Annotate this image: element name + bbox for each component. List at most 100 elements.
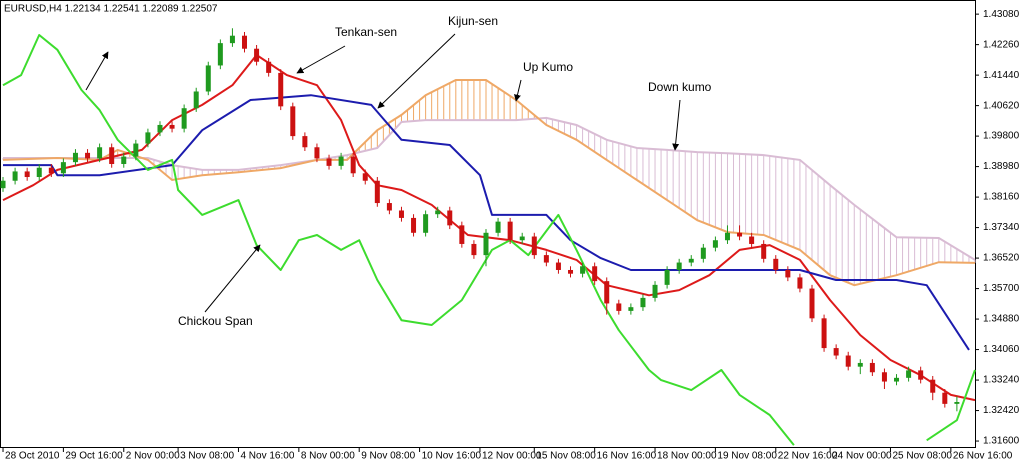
candle-body — [12, 171, 18, 181]
x-tick-label: 26 Nov 16:00 — [953, 451, 1013, 462]
candle-body — [616, 303, 622, 311]
x-tick-label: 2 Nov 00:00 — [126, 451, 180, 462]
candle-body — [869, 362, 875, 373]
candle-body — [133, 143, 139, 157]
candle-body — [97, 147, 103, 159]
candle-body — [350, 156, 356, 174]
chart-title: EURUSD,H4 1.22134 1.22541 1.22089 1.2250… — [4, 4, 218, 15]
candle-body — [374, 180, 380, 204]
candle-body — [157, 124, 163, 133]
candle-body — [954, 402, 960, 404]
candle-body — [254, 48, 260, 62]
candle-body — [749, 236, 755, 244]
candle-body — [471, 243, 477, 256]
candle-body — [398, 210, 404, 218]
y-tick-label: 1.32420 — [983, 405, 1020, 416]
candle-body — [205, 65, 211, 92]
x-tick-label: 28 Oct 2010 — [5, 451, 60, 462]
candle-body — [109, 147, 115, 164]
x-tick-label: 15 Nov 08:00 — [536, 451, 596, 462]
y-tick-label: 1.42260 — [983, 39, 1020, 50]
x-tick-label: 24 Nov 00:00 — [832, 451, 892, 462]
candle-body — [592, 266, 598, 282]
y-tick-label: 1.31600 — [983, 436, 1020, 447]
indicator-line — [3, 94, 970, 351]
candle-body — [483, 232, 489, 256]
x-tick-label: 19 Nov 08:00 — [717, 451, 777, 462]
candle-body — [712, 240, 718, 248]
candle-body — [386, 203, 392, 211]
x-tick-label: 16 Nov 16:00 — [597, 451, 657, 462]
candle-body — [145, 132, 151, 144]
candle-body — [411, 217, 417, 233]
kumo-span — [2, 79, 976, 287]
y-tick-label: 1.38160 — [983, 192, 1020, 203]
candle-body — [628, 307, 634, 311]
candle-body — [290, 106, 296, 137]
y-tick-label: 1.34880 — [983, 314, 1020, 325]
x-tick-label: 25 Nov 08:00 — [892, 451, 952, 462]
candle-body — [604, 281, 610, 304]
candle-body — [217, 43, 223, 66]
candle-body — [568, 269, 574, 274]
candle-body — [942, 392, 948, 404]
x-tick-label: 12 Nov 00:00 — [482, 451, 542, 462]
candle-body — [555, 262, 561, 270]
x-tick-label: 3 Nov 08:00 — [180, 451, 234, 462]
candle-body — [181, 108, 187, 129]
arrow — [85, 51, 109, 91]
candle-body — [664, 269, 670, 285]
y-tick-label: 1.43080 — [983, 9, 1020, 20]
candle-body — [797, 277, 803, 289]
x-tick-label: 8 Nov 00:00 — [301, 451, 355, 462]
candle-body — [85, 152, 91, 159]
x-tick-label: 18 Nov 00:00 — [657, 451, 717, 462]
candle-body — [302, 136, 308, 148]
arrow — [296, 45, 346, 74]
candle-body — [700, 247, 706, 259]
y-tick-label: 1.36520 — [983, 253, 1020, 264]
arrow — [514, 79, 522, 102]
candle-body — [266, 61, 272, 73]
candles-layer — [0, 28, 960, 412]
y-tick-label: 1.37340 — [983, 222, 1020, 233]
axes-layer: 1.43080 1.42260 1.41440 1.40620 1.39800 1.389… — [2, 9, 1020, 462]
candle-body — [737, 232, 743, 237]
candle-body — [688, 258, 694, 263]
candle-body — [435, 210, 441, 215]
y-tick-label: 1.35700 — [983, 283, 1020, 294]
candle-body — [676, 262, 682, 270]
annotation: Down kumo — [648, 80, 712, 94]
candle-body — [519, 236, 525, 241]
candle-body — [24, 171, 30, 178]
candle-body — [906, 370, 912, 378]
indicator-line — [2, 34, 976, 446]
candle-body — [0, 180, 6, 189]
candle-body — [821, 318, 827, 349]
candle-body — [785, 269, 791, 278]
y-tick-label: 1.40620 — [983, 100, 1020, 111]
candle-body — [930, 379, 936, 393]
y-tick-label: 1.41440 — [983, 70, 1020, 81]
candle-body — [857, 362, 863, 367]
annotation: Chickou Span — [178, 314, 253, 328]
candle-body — [60, 162, 66, 174]
candle-body — [193, 91, 199, 109]
candle-body — [809, 288, 815, 319]
candle-body — [423, 214, 429, 233]
y-tick-label: 1.34060 — [983, 344, 1020, 355]
x-tick-label: 22 Nov 16:00 — [778, 451, 838, 462]
candle-body — [326, 158, 332, 166]
x-tick-label: 10 Nov 16:00 — [422, 451, 482, 462]
candle-body — [640, 297, 646, 308]
arrow — [672, 99, 681, 151]
candle-body — [894, 377, 900, 382]
candle-body — [845, 355, 851, 367]
cloud-layer — [2, 79, 976, 287]
annotation: Kijun-sen — [448, 14, 498, 28]
annotation: Tenkan-sen — [335, 25, 397, 39]
candle-body — [773, 258, 779, 270]
annotation: Up Kumo — [523, 60, 573, 74]
